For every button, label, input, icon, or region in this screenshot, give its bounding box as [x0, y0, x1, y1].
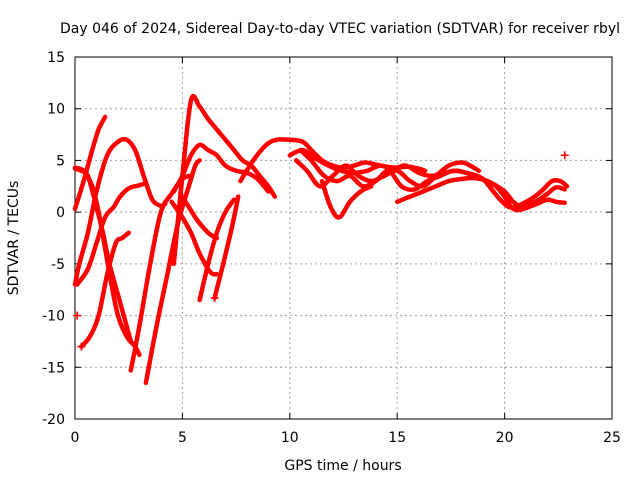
- x-tick-label: 10: [281, 430, 299, 446]
- series-arc-2: [72, 136, 168, 287]
- series-arc-1: [72, 114, 108, 212]
- x-tick-label: 15: [388, 430, 406, 446]
- series-arc-4: [72, 166, 134, 344]
- x-tick-label: 5: [178, 430, 187, 446]
- x-axis-label: GPS time / hours: [284, 458, 401, 474]
- series-arc-11: [178, 191, 220, 241]
- x-tick-label: 0: [71, 430, 80, 446]
- series-arc-6: [79, 230, 131, 349]
- point-marker: [560, 151, 569, 160]
- data-markers: [73, 151, 569, 351]
- y-tick-label: -20: [42, 412, 65, 428]
- grid: [75, 57, 612, 419]
- series-arc-12: [169, 199, 220, 277]
- y-tick-label: -10: [42, 309, 65, 325]
- y-tick-label: 15: [47, 50, 65, 66]
- y-tick-label: 5: [56, 153, 65, 169]
- y-tick-label: -5: [51, 257, 65, 273]
- point-marker: [73, 311, 82, 320]
- series-arc-5: [74, 180, 149, 287]
- x-tick-label: 20: [496, 430, 514, 446]
- series-arc-14: [212, 194, 241, 301]
- series-arc-20: [394, 175, 567, 213]
- series-arc-17: [298, 147, 567, 210]
- y-tick-label: 10: [47, 102, 65, 118]
- y-axis-label: SDTVAR / TECUs: [6, 181, 22, 296]
- point-marker: [210, 293, 219, 302]
- axis-ticks: 0 5 10 15 20 25 15 10 5 0 -5 -10 -15 -20: [42, 50, 621, 446]
- chart-title: Day 046 of 2024, Sidereal Day-to-day VTE…: [60, 21, 620, 37]
- series-arc-18: [293, 158, 482, 189]
- point-marker: [77, 342, 86, 351]
- series-arc-13: [197, 197, 237, 303]
- series-arc-19: [319, 178, 374, 220]
- series-arc-9: [171, 93, 278, 267]
- y-tick-label: -15: [42, 360, 65, 376]
- plot-frame: [74, 56, 613, 420]
- x-tick-label: 25: [603, 430, 621, 446]
- data-series: [72, 93, 570, 386]
- series-arc-10: [171, 142, 271, 194]
- y-tick-label: 0: [56, 205, 65, 221]
